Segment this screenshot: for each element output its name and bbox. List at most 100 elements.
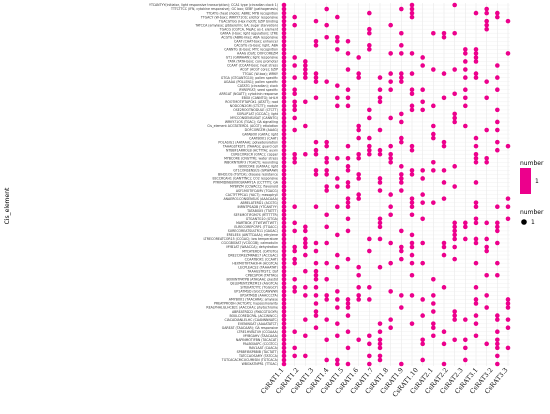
- data-point: [313, 204, 319, 209]
- data-point: [356, 337, 361, 343]
- data-point: [420, 240, 425, 246]
- y-tick-label: NODCON2GM (CTCTT); nodule: [230, 104, 278, 108]
- data-point: [345, 200, 351, 205]
- data-point: [345, 313, 351, 318]
- data-point: [281, 260, 287, 266]
- data-point: [335, 83, 340, 88]
- data-point: [281, 168, 287, 173]
- data-point: [281, 293, 287, 298]
- data-point: [281, 115, 287, 121]
- data-point: [281, 309, 287, 314]
- data-point: [345, 164, 351, 169]
- data-point: [281, 55, 287, 60]
- y-tick-label: ACGTG (ABRE-like); ABA responsive: [221, 35, 278, 39]
- data-point: [281, 329, 287, 335]
- data-point: [484, 272, 489, 278]
- data-point: [399, 79, 404, 84]
- data-point: [292, 22, 297, 28]
- y-tick-label: ROOTMOTIFTAPOX1 (ATATT); root: [225, 100, 279, 104]
- data-point: [345, 329, 351, 335]
- data-point: [356, 127, 361, 133]
- data-point: [473, 71, 479, 76]
- data-point: [281, 164, 287, 169]
- legend-size-dot: [521, 219, 527, 225]
- y-tick-label: ANAERO1CONSENSUS (AAACAAA): [223, 197, 278, 201]
- data-point: [399, 293, 404, 298]
- data-point: [377, 337, 383, 343]
- data-point: [367, 47, 372, 52]
- data-point: [409, 91, 415, 97]
- data-point: [324, 143, 329, 149]
- y-tick-label: UP1ATMSD (GGCCCAWWW): [234, 290, 278, 294]
- y-tick-label: GAREAT (TAACAAR); GA responsive: [222, 326, 278, 330]
- data-point: [281, 91, 287, 97]
- data-point: [303, 224, 308, 230]
- data-point: [409, 71, 415, 76]
- data-point: [367, 341, 372, 347]
- data-point: [377, 188, 383, 193]
- data-point: [303, 67, 308, 72]
- data-point: [473, 75, 479, 80]
- data-point: [303, 123, 308, 129]
- data-point: [335, 155, 340, 161]
- data-point: [388, 160, 393, 165]
- data-point: [313, 268, 319, 274]
- data-point: [452, 236, 457, 242]
- y-tick-label: LTRECOREATCOR15 (CCGAC); low temperature: [203, 237, 278, 241]
- data-point: [377, 99, 383, 105]
- data-point: [409, 10, 415, 16]
- data-point: [345, 345, 351, 351]
- data-point: [431, 168, 436, 173]
- data-point: [409, 51, 415, 56]
- y-tick-label: AGAAA (POLLEN1); pollen specific: [224, 80, 278, 84]
- data-point: [420, 168, 425, 173]
- legend-size: number 1: [520, 209, 544, 226]
- data-point: [452, 184, 457, 189]
- data-point: [345, 301, 351, 306]
- data-point: [377, 341, 383, 347]
- data-point: [281, 220, 287, 226]
- data-point: [473, 160, 479, 165]
- data-point: [367, 43, 372, 48]
- data-point: [281, 252, 287, 258]
- data-point: [409, 107, 415, 113]
- data-point: [292, 115, 297, 121]
- data-point: [281, 224, 287, 230]
- data-point: [367, 333, 372, 339]
- data-point: [399, 361, 404, 367]
- data-point: [313, 301, 319, 306]
- data-point: [335, 34, 340, 40]
- data-point: [292, 151, 297, 157]
- data-point: [345, 39, 351, 44]
- data-point: [356, 293, 361, 298]
- data-point: [463, 317, 468, 322]
- y-tick-label: DRE2COREZMRAB17 (ACCGAC): [228, 253, 278, 257]
- data-point: [345, 95, 351, 101]
- data-point: [441, 252, 447, 258]
- y-tick-label: WBOXNTERF3 (TGACY); wounding: [224, 161, 278, 165]
- data-point: [484, 26, 489, 32]
- data-point: [281, 30, 287, 36]
- data-point: [345, 228, 351, 234]
- data-point: [303, 75, 308, 80]
- data-point: [313, 168, 319, 173]
- data-point: [452, 317, 457, 322]
- data-point: [313, 325, 319, 331]
- data-point: [495, 87, 500, 93]
- data-point: [281, 160, 287, 165]
- data-point: [281, 357, 287, 363]
- data-point: [399, 75, 404, 80]
- data-point: [324, 293, 329, 298]
- data-point: [281, 151, 287, 157]
- data-point: [281, 123, 287, 129]
- y-tick-label: TATABOX5 (TTATTT): [246, 209, 278, 213]
- data-point: [281, 172, 287, 177]
- data-point: [281, 22, 287, 28]
- data-point: [420, 313, 425, 318]
- data-point: [452, 67, 457, 72]
- data-point: [452, 232, 457, 238]
- y-tick-label: LECPLEACS2 (TAAAATAT): [238, 265, 278, 269]
- data-point: [505, 305, 511, 310]
- data-point: [313, 309, 319, 314]
